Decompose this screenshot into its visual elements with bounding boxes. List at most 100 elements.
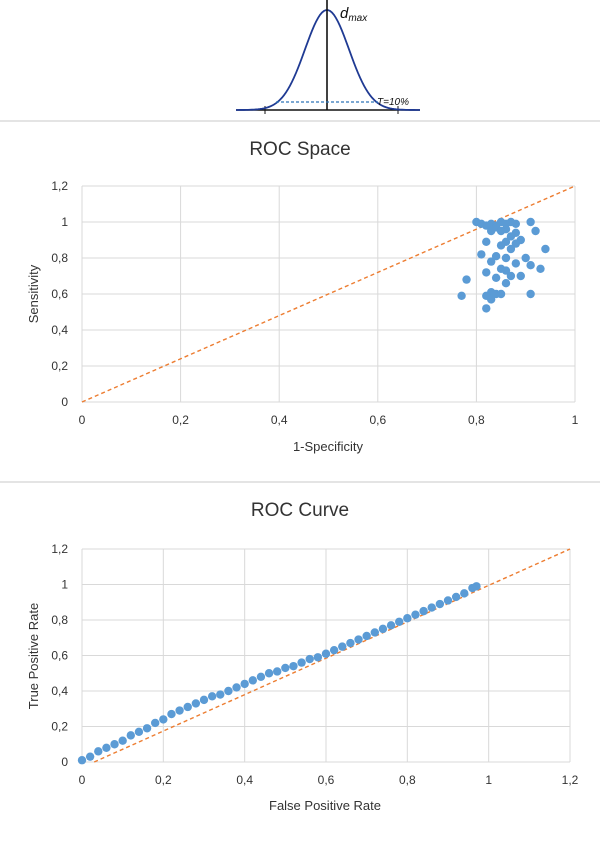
y-tick-label: 1,2 [51, 542, 68, 556]
data-point [486, 295, 496, 304]
data-point [511, 239, 521, 248]
data-point [289, 661, 298, 671]
data-point [419, 606, 428, 616]
data-point [264, 669, 274, 678]
data-points [77, 582, 481, 765]
data-point [118, 736, 127, 745]
data-point [175, 706, 184, 715]
data-point [496, 226, 506, 236]
data-point [338, 642, 347, 651]
data-point [85, 752, 95, 761]
gridlines [81, 548, 571, 763]
data-point [370, 628, 379, 637]
gaussian-diagram: dmax T=10% [235, 0, 421, 114]
tick-labels: 0 0,2 0,4 0,6 0,8 1 0 0,2 0,4 0,6 0,8 1 1,2 [51, 179, 578, 427]
data-point [516, 271, 525, 281]
tick-labels: 0 0,2 0,4 0,6 0,8 1 1,2 0 0,2 0,4 0,6 0,8 1 1,2 [51, 542, 578, 787]
data-point [501, 253, 511, 263]
x-tick-label: 0 [79, 773, 86, 787]
data-point [362, 631, 371, 641]
data-point [482, 237, 491, 246]
data-point [491, 252, 501, 261]
data-point [526, 217, 535, 227]
data-point [451, 592, 461, 602]
data-point [477, 250, 486, 259]
data-point [386, 621, 396, 630]
data-point [541, 244, 550, 254]
data-point [496, 289, 506, 299]
data-point [167, 709, 176, 719]
roc-space-chart: ROC Space 0 0,2 0,4 0,6 0,8 1 0 0,2 0,4 0,6 0,8 1 1,… [26, 139, 579, 454]
data-point [321, 649, 331, 658]
data-point [531, 226, 540, 236]
x-tick-label: 0,8 [468, 413, 485, 427]
data-point [403, 614, 412, 623]
y-axis-label: Sensitivity [26, 264, 41, 323]
data-point [460, 589, 469, 598]
data-point [240, 679, 249, 689]
x-tick-label: 0,4 [271, 413, 288, 427]
data-point [506, 244, 516, 254]
data-point [506, 232, 516, 241]
data-point [281, 663, 290, 673]
x-axis-label: 1-Specificity [293, 439, 364, 454]
x-tick-label: 0 [79, 413, 86, 427]
data-point [329, 645, 339, 655]
data-point [501, 266, 511, 275]
x-tick-label: 1,2 [562, 773, 579, 787]
data-point [486, 257, 496, 266]
data-point [256, 672, 266, 681]
data-point [491, 273, 501, 282]
data-point [482, 304, 491, 313]
data-point [248, 676, 257, 685]
chart-title: ROC Curve [251, 500, 349, 521]
data-point [126, 731, 135, 740]
y-tick-label: 1 [61, 215, 68, 229]
y-tick-label: 0 [61, 755, 68, 769]
x-tick-label: 0,8 [399, 773, 416, 787]
data-point [199, 695, 209, 705]
data-point [511, 219, 521, 228]
data-point [102, 743, 111, 752]
data-point [151, 718, 160, 728]
data-point [511, 259, 521, 268]
data-point [305, 654, 314, 664]
y-tick-label: 0 [61, 395, 68, 409]
threshold-label: T=10% [377, 97, 409, 108]
x-tick-label: 1 [485, 773, 492, 787]
x-tick-label: 0,2 [155, 773, 172, 787]
data-point [273, 667, 282, 676]
data-point [354, 635, 363, 644]
y-tick-label: 0,8 [51, 251, 68, 265]
data-point [496, 241, 506, 250]
data-point [232, 683, 241, 692]
data-point [435, 599, 445, 609]
y-tick-label: 1 [61, 578, 68, 592]
data-point [472, 582, 481, 591]
data-point [457, 291, 466, 300]
x-tick-label: 0,6 [318, 773, 335, 787]
x-tick-label: 0,2 [172, 413, 189, 427]
y-tick-label: 0,6 [51, 649, 68, 663]
y-tick-label: 0,4 [51, 323, 68, 337]
y-tick-label: 0,2 [51, 720, 68, 734]
data-point [159, 715, 168, 724]
data-point [207, 692, 217, 701]
data-point [462, 275, 471, 284]
y-tick-label: 1,2 [51, 179, 68, 193]
data-point [506, 271, 516, 281]
data-point [110, 740, 119, 749]
data-point [224, 686, 233, 696]
gaussian-curve [235, 9, 421, 111]
y-tick-label: 0,4 [51, 684, 68, 698]
data-point [297, 658, 306, 667]
data-point [526, 289, 535, 299]
data-point [313, 653, 323, 662]
data-point [501, 279, 511, 288]
y-tick-label: 0,6 [51, 287, 68, 301]
y-tick-label: 0,8 [51, 613, 68, 627]
data-points [457, 217, 550, 313]
x-tick-label: 0,6 [369, 413, 386, 427]
data-point [191, 699, 201, 708]
